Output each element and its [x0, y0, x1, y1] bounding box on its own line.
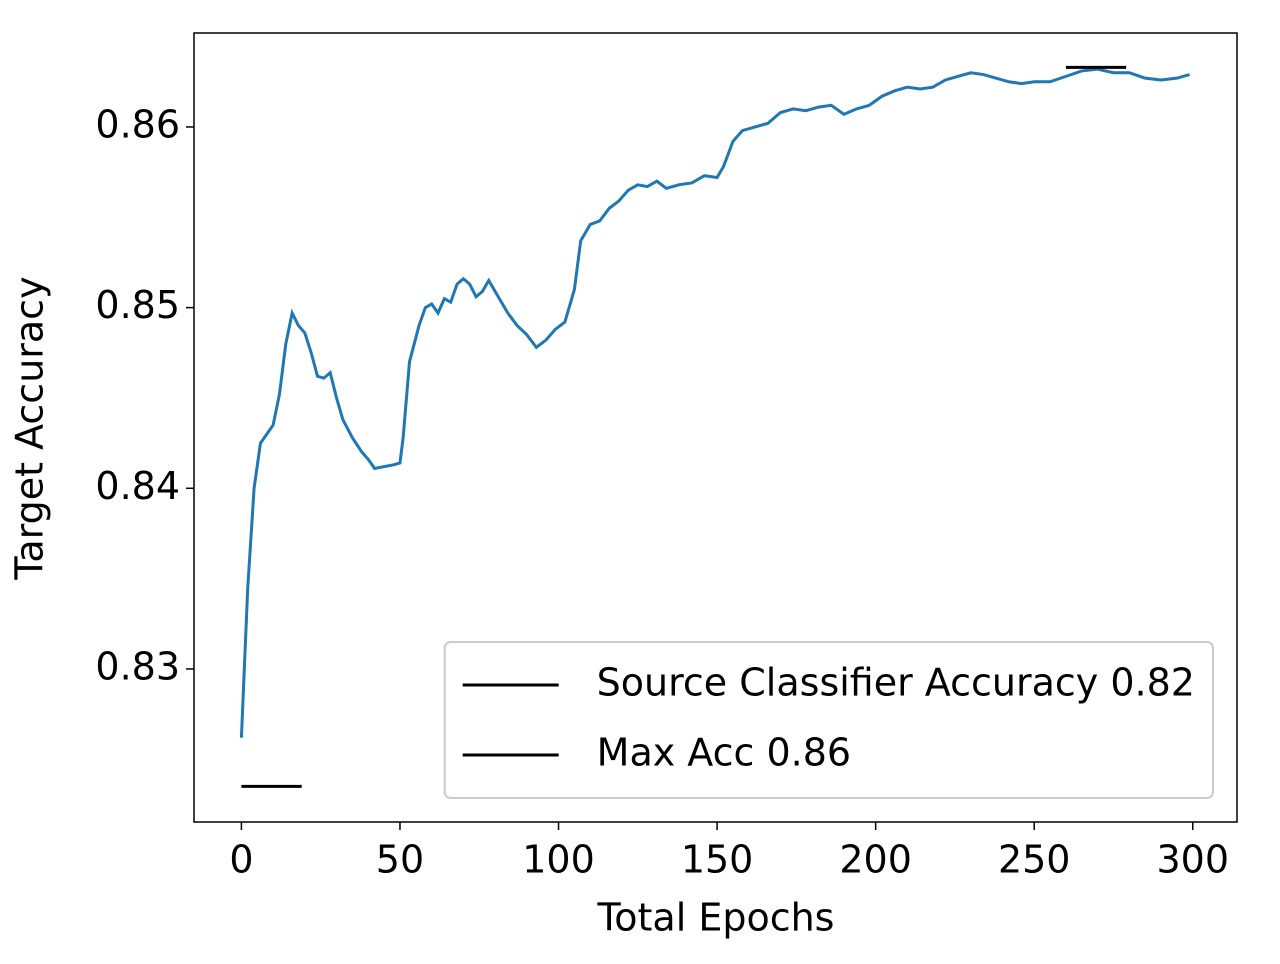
plot-frame — [193, 32, 1238, 823]
y-tick-label: 0.83 — [95, 644, 180, 688]
line — [239, 67, 1191, 738]
x-axis-label: Total Epochs — [597, 896, 835, 940]
legend: Source Classifier Accuracy 0.82 Max Acc 0… — [443, 641, 1214, 799]
x-tick-label: 250 — [998, 838, 1071, 882]
x-tick-label: 0 — [229, 838, 253, 882]
x-tick-label: 50 — [376, 838, 424, 882]
y-tick-label: 0.86 — [95, 102, 180, 146]
x-tick-label: 300 — [1156, 838, 1229, 882]
y-tick-label: 0.84 — [95, 464, 180, 508]
legend-box — [443, 641, 1214, 799]
x-tick-label: 200 — [839, 838, 912, 882]
x-tick-label: 100 — [522, 838, 595, 882]
x-tick-label: 150 — [681, 838, 754, 882]
legend-label: Max Acc 0.86 — [597, 731, 851, 775]
legend-label: Source Classifier Accuracy 0.82 — [597, 661, 1195, 705]
y-tick-label: 0.85 — [95, 283, 180, 327]
y-axis-label: Target Accuracy — [8, 276, 52, 580]
